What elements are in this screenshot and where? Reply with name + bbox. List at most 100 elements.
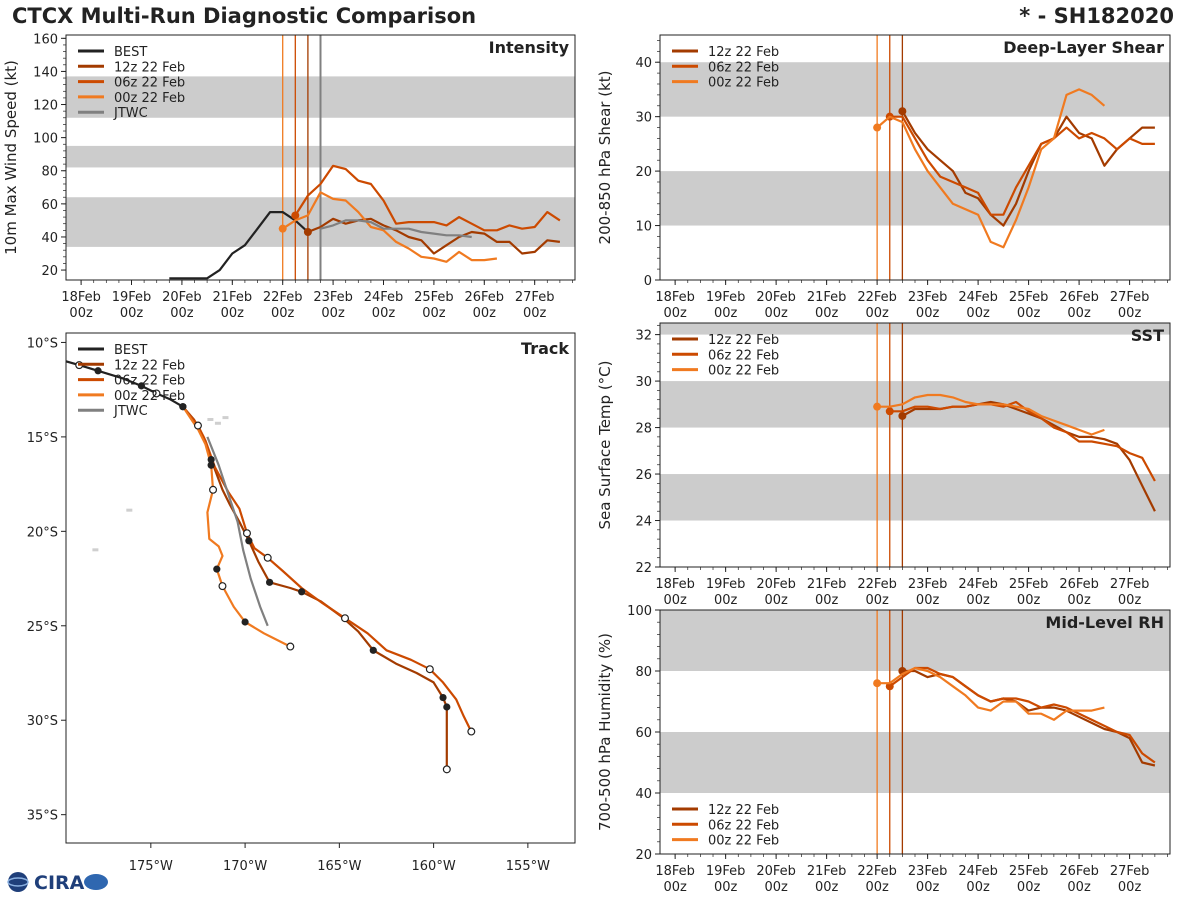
y-tick-label: 60	[635, 726, 652, 741]
x-tick-label: 18Feb 00z	[655, 864, 695, 895]
x-tick-label: 24Feb 00z	[958, 290, 998, 321]
x-tick-label: 25Feb 00z	[414, 290, 454, 321]
sst-panel: 22 24 26 28 30 32 18Feb 00z 19Feb 00z 20Feb 00z 21Fe…	[596, 322, 1171, 608]
series-start-marker	[873, 402, 882, 411]
x-tick-label: 27Feb 00z	[1110, 577, 1150, 608]
track-point-open	[193, 421, 202, 430]
track-point-open	[263, 553, 272, 562]
track-point-filled	[241, 618, 249, 626]
legend-label: 06z 22 Feb	[708, 60, 779, 75]
y-tick-label: 100	[627, 604, 652, 619]
y-axis-label: 700-500 hPa Humidity (%)	[596, 633, 614, 831]
series-start-marker	[885, 407, 894, 416]
track-panel: 175°W 170°W 165°W 160°W 155°W 10°S 15°S 20°S 25°…	[27, 332, 576, 874]
panel-title: Mid-Level RH	[1045, 613, 1164, 632]
map-frame	[65, 332, 576, 844]
y-tick-label: 160	[33, 32, 58, 47]
map-area	[66, 333, 575, 843]
panel-title: Deep-Layer Shear	[1003, 38, 1164, 57]
y-tick-label: 20	[635, 165, 652, 180]
track-line-run00	[181, 406, 291, 648]
legend-label: 12z 22 Feb	[114, 60, 185, 75]
x-tick-label: 24Feb 00z	[958, 864, 998, 895]
x-tick-label: 23Feb 00z	[908, 290, 948, 321]
series-line-run12	[901, 110, 1155, 227]
series-line-run06	[294, 164, 561, 232]
y-tick-label: 20	[41, 264, 58, 279]
legend-label: JTWC	[113, 404, 148, 419]
shear-panel: 0 10 20 30 40 18Feb 00z 19Feb 00z 20Feb 00z 21Feb 00…	[596, 34, 1171, 321]
track-point-filled	[369, 646, 377, 654]
x-tick-label: 27Feb 00z	[1110, 290, 1150, 321]
legend-label: BEST	[114, 343, 147, 358]
x-tick-label: 20Feb 00z	[756, 577, 796, 608]
track-point-open	[218, 582, 227, 591]
x-tick-label: 23Feb 00z	[313, 290, 353, 321]
lon-tick-label: 160°W	[412, 859, 456, 874]
legend-label: 06z 22 Feb	[114, 374, 185, 389]
y-tick-label: 22	[635, 561, 652, 576]
series-line-best	[169, 211, 309, 280]
x-tick-label: 21Feb 00z	[807, 864, 847, 895]
legend-label: 00z 22 Feb	[708, 364, 779, 379]
x-tick-label: 25Feb 00z	[1009, 290, 1049, 321]
y-tick-label: 0	[644, 274, 652, 289]
x-tick-label: 26Feb 00z	[465, 290, 505, 321]
track-point-filled	[137, 382, 146, 390]
panel-title: SST	[1131, 326, 1164, 345]
threshold-band	[660, 610, 1170, 671]
plot-area	[660, 323, 1170, 567]
track-point-open	[242, 529, 251, 538]
lat-tick-label: 35°S	[27, 809, 58, 824]
series-line-run06	[889, 400, 1156, 482]
threshold-band	[660, 323, 1170, 335]
island	[207, 418, 214, 421]
y-tick-label: 80	[635, 665, 652, 680]
cira-logo-text: CIRA	[34, 872, 85, 894]
track-point-filled	[245, 537, 253, 545]
legend-label: 00z 22 Feb	[114, 389, 185, 404]
series-line-run00	[877, 666, 1105, 721]
y-tick-label: 32	[635, 329, 652, 344]
legend-label: 12z 22 Feb	[708, 45, 779, 60]
track-point-open	[286, 642, 295, 651]
threshold-band	[660, 171, 1170, 226]
island	[214, 421, 221, 425]
panel-title: Intensity	[489, 38, 570, 57]
y-tick-label: 80	[41, 165, 58, 180]
globe-icon	[8, 872, 28, 892]
series-line-run06	[889, 115, 1155, 216]
x-tick-label: 22Feb 00z	[857, 864, 897, 895]
page-title: CTCX Multi-Run Diagnostic Comparison	[12, 4, 477, 28]
y-tick-label: 10	[635, 220, 652, 235]
y-tick-label: 120	[33, 99, 58, 114]
y-tick-label: 40	[41, 231, 58, 246]
y-tick-label: 24	[635, 515, 652, 530]
island	[222, 416, 229, 420]
series-start-marker	[898, 107, 907, 116]
legend-label: 00z 22 Feb	[708, 834, 779, 849]
track-point-filled	[179, 403, 187, 411]
track-point-filled	[298, 588, 306, 596]
lon-tick-label: 155°W	[506, 859, 550, 874]
x-tick-label: 25Feb 00z	[1009, 864, 1049, 895]
x-tick-label: 25Feb 00z	[1009, 577, 1049, 608]
track-point-filled	[213, 565, 221, 573]
track-point-open	[341, 614, 350, 623]
y-tick-label: 30	[635, 111, 652, 126]
x-tick-label: 18Feb 00z	[655, 577, 695, 608]
legend-label: JTWC	[113, 106, 148, 121]
legend-label: 00z 22 Feb	[708, 76, 779, 91]
series-line-run00	[282, 191, 498, 263]
y-axis-label: 200-850 hPa Shear (kt)	[596, 71, 614, 245]
track-line-run06	[182, 406, 473, 733]
y-tick-label: 40	[635, 56, 652, 71]
x-tick-label: 26Feb 00z	[1059, 290, 1099, 321]
threshold-band	[660, 732, 1170, 793]
lon-tick-label: 170°W	[223, 859, 267, 874]
island	[126, 508, 133, 512]
rh-panel: 20 40 60 80 100 18Feb 00z 19Feb 00z 20Feb 00z 21Feb…	[596, 604, 1171, 895]
y-tick-label: 60	[41, 198, 58, 213]
legend-label: 06z 22 Feb	[708, 818, 779, 833]
